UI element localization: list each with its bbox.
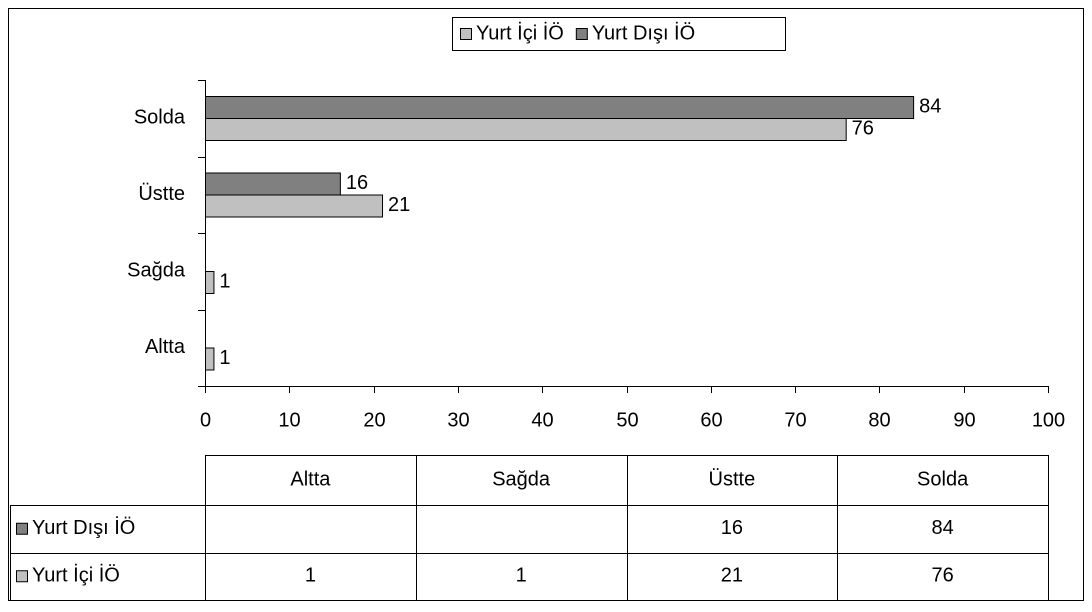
y-tick-label: Üstte [138,183,185,205]
legend-label: Yurt İçi İÖ [476,21,564,44]
table-cell: 76 [932,565,954,587]
x-tick-label: 100 [1032,409,1065,431]
table-cell: 1 [516,565,527,587]
value-label: 16 [346,172,368,194]
table-row-label: Yurt İçi İÖ [32,564,120,587]
table-cell: 1 [305,565,316,587]
table-header: Üstte [709,468,756,490]
value-label: 84 [919,95,941,117]
x-tick-label: 20 [363,409,385,431]
y-tick-label: Sağda [127,260,186,282]
table-header: Sağda [492,468,551,490]
legend-swatch [575,28,588,40]
x-tick-label: 30 [447,409,469,431]
bar [205,347,215,371]
legend-label: Yurt Dışı İÖ [592,21,695,44]
x-tick-label: 70 [784,409,806,431]
x-tick-label: 80 [868,409,890,431]
table-header: Altta [290,468,331,490]
bar [205,194,384,218]
table-cell: 21 [721,565,743,587]
table-header: Solda [917,468,969,490]
legend-box [452,17,786,51]
x-tick-label: 50 [616,409,638,431]
x-tick-label: 40 [531,409,553,431]
bar [205,172,341,196]
y-tick-label: Altta [145,336,186,358]
value-label: 21 [388,194,410,216]
table-row-label: Yurt Dışı İÖ [32,516,135,539]
x-tick-label: 10 [278,409,300,431]
x-tick-label: 90 [953,409,975,431]
x-tick-label: 60 [700,409,722,431]
y-tick-label: Solda [134,107,186,129]
table-legend-swatch [16,570,28,583]
table-cell: 16 [721,517,743,539]
bar [205,118,847,141]
value-label: 1 [219,347,230,369]
bar [205,96,915,119]
bar [205,271,215,294]
value-label: 76 [852,117,874,139]
table-cell: 84 [932,517,954,539]
value-label: 1 [219,270,230,292]
table-legend-swatch [16,522,28,535]
x-tick-label: 0 [200,409,211,431]
legend-swatch [460,28,472,40]
